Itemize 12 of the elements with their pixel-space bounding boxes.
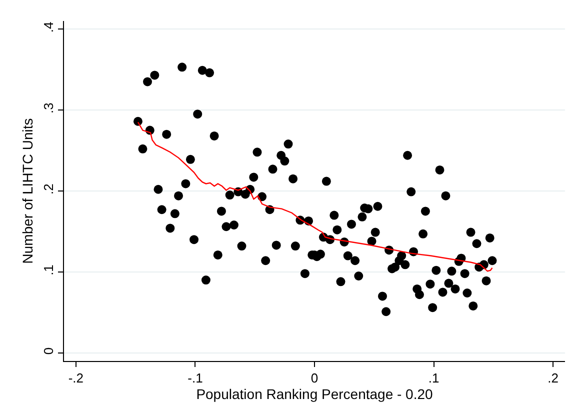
y-tick-label: .4 xyxy=(40,22,56,33)
x-tick-label: -.2 xyxy=(68,370,84,386)
x-tick-label: -.1 xyxy=(188,370,203,386)
x-axis-title: Population Ranking Percentage - 0.20 xyxy=(196,386,434,402)
y-tick-label: .1 xyxy=(40,264,56,276)
y-tick-label: 0 xyxy=(40,347,56,355)
x-tick-label: .2 xyxy=(548,370,558,386)
y-axis-title: Number of LIHTC Units xyxy=(19,118,36,264)
x-tick-label: 0 xyxy=(310,370,318,386)
x-tick-label: .1 xyxy=(428,370,440,386)
y-tick-label: .2 xyxy=(40,184,56,194)
y-tick-label: .3 xyxy=(40,102,56,114)
